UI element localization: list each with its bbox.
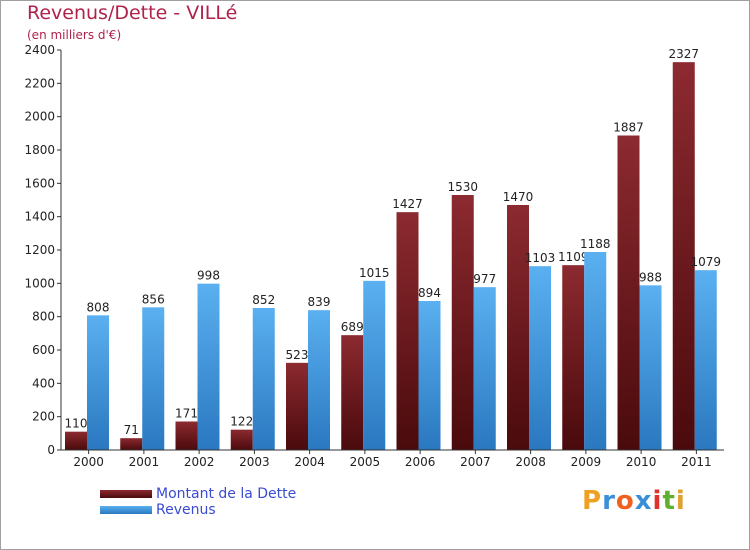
y-tick-label: 2000 [24,110,55,124]
data-label-debt-2005: 689 [341,320,364,334]
bar-debt-2001 [120,438,143,450]
y-tick-label: 200 [32,410,55,424]
x-tick-label-2002: 2002 [184,455,215,469]
chart-title: Revenus/Dette - VILLé [27,2,238,24]
data-label-debt-2011: 2327 [668,47,699,61]
logo-letter: x [634,486,653,516]
bar-debt-2009 [562,265,585,450]
bar-revenus-2003 [252,308,275,450]
data-label-debt-2003: 122 [230,415,253,429]
data-label-revenus-2003: 852 [252,293,275,307]
data-label-debt-2007: 1530 [447,180,478,194]
x-tick-label-2003: 2003 [239,455,270,469]
bar-debt-2008 [507,205,529,450]
y-tick-label: 1400 [24,210,55,224]
bar-revenus-2004 [308,310,330,450]
legend-swatch-debt [100,490,152,498]
x-tick-label-2007: 2007 [460,455,491,469]
y-tick-label: 600 [32,343,55,357]
y-tick-label: 400 [32,376,55,390]
x-tick-label-2009: 2009 [571,455,602,469]
logo-letter: i [675,486,686,516]
data-label-revenus-2001: 856 [142,292,165,306]
data-label-revenus-2006: 894 [418,286,441,300]
data-label-revenus-2010: 988 [639,270,662,284]
y-tick-label: 2200 [24,76,55,90]
x-tick-label-2005: 2005 [350,455,381,469]
logo-letter: i [652,486,663,516]
bar-revenus-2007 [473,287,496,450]
y-tick-label: 1000 [24,276,55,290]
bar-revenus-2006 [418,301,441,450]
data-label-debt-2002: 171 [175,407,198,421]
data-label-debt-2010: 1887 [613,121,644,135]
data-label-revenus-2011: 1079 [690,255,721,269]
data-label-debt-2006: 1427 [392,197,423,211]
logo-letter: t [662,486,676,516]
y-tick-label: 2400 [24,43,55,57]
data-label-revenus-2008: 1103 [525,251,556,265]
x-tick-label-2008: 2008 [515,455,546,469]
bar-debt-2010 [617,135,640,450]
data-label-debt-2008: 1470 [503,190,534,204]
bar-debt-2005 [341,335,364,450]
data-label-debt-2004: 523 [286,348,309,362]
data-label-revenus-2007: 977 [473,272,496,286]
data-label-revenus-2005: 1015 [359,266,390,280]
legend-label-revenus: Revenus [156,502,216,518]
x-tick-label-2010: 2010 [626,455,657,469]
bar-debt-2002 [175,421,198,450]
y-tick-label: 1200 [24,243,55,257]
bar-revenus-2010 [639,285,662,450]
bar-revenus-2008 [529,266,551,450]
bar-revenus-2011 [694,270,717,450]
bar-revenus-2005 [363,280,386,450]
y-tick-label: 0 [47,443,55,457]
x-tick-label-2011: 2011 [681,455,712,469]
y-tick-label: 800 [32,310,55,324]
data-label-debt-2000: 110 [65,417,88,431]
bar-debt-2004 [286,362,308,450]
data-label-debt-2001: 71 [124,423,139,437]
y-tick-label: 1600 [24,176,55,190]
data-label-revenus-2009: 1188 [580,237,611,251]
x-tick-label-2001: 2001 [129,455,160,469]
data-label-revenus-2002: 998 [197,269,220,283]
bar-debt-2000 [65,431,87,450]
bar-debt-2007 [451,195,474,450]
proxiti-logo: Proxiti [582,486,686,516]
logo-letter: P [582,486,603,516]
bar-revenus-2001 [142,307,165,450]
bar-debt-2003 [230,429,253,450]
bar-revenus-2009 [584,252,607,450]
bar-debt-2006 [396,212,419,450]
data-label-revenus-2004: 839 [308,295,331,309]
x-tick-label-2006: 2006 [405,455,436,469]
bar-chart: 0 200 400 600 800 1000 1200 1400 1600 1800 2000 220… [24,43,724,469]
logo-letter: o [615,486,635,516]
data-label-revenus-2000: 808 [87,300,110,314]
bar-revenus-2000 [87,315,109,450]
bar-debt-2011 [672,62,695,451]
legend-label-debt: Montant de la Dette [156,486,297,502]
y-tick-label: 1800 [24,143,55,157]
legend-swatch-revenus [100,506,152,514]
bar-revenus-2002 [197,283,220,450]
logo-letter: r [602,486,616,516]
chart-subtitle: (en milliers d'€) [27,28,122,42]
x-tick-label-2000: 2000 [73,455,104,469]
data-label-debt-2009: 1109 [558,250,589,264]
x-tick-label-2004: 2004 [294,455,325,469]
